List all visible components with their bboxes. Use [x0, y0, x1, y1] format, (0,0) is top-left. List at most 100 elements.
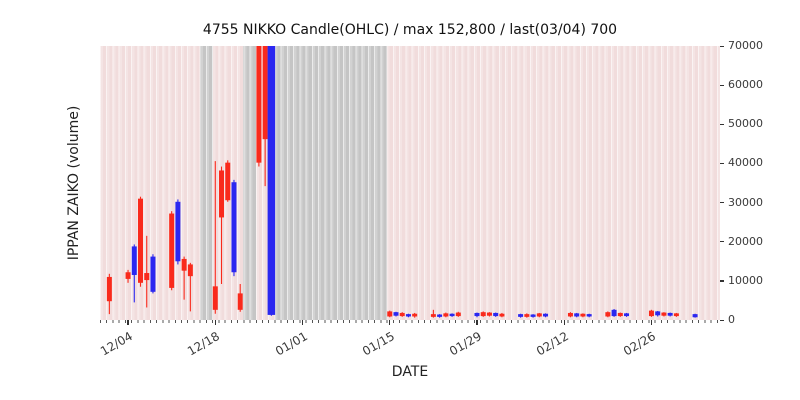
y-tick-mark: [720, 202, 724, 204]
candle-body: [499, 313, 505, 317]
y-tick-mark: [720, 123, 724, 125]
candle-body: [605, 312, 611, 317]
candle-body: [387, 311, 393, 317]
candle: [543, 313, 549, 318]
candle-body: [267, 46, 276, 315]
candle-body: [474, 312, 480, 317]
candle-body: [405, 314, 411, 317]
candle: [405, 313, 411, 318]
y-axis-label: IPPAN ZAIKO (volume): [66, 105, 82, 261]
candle-body: [580, 313, 586, 317]
candle: [150, 254, 156, 294]
y-tick-mark: [720, 319, 724, 321]
x-tick-mark: [127, 320, 129, 325]
candle-body: [667, 312, 673, 316]
candle-body: [144, 273, 150, 281]
candle-body: [181, 258, 187, 271]
plot-area: [100, 46, 720, 320]
candle-body: [574, 313, 580, 317]
candle: [567, 312, 573, 318]
candle-body: [399, 312, 405, 317]
candle: [524, 313, 530, 318]
candle: [187, 262, 193, 312]
candle-body: [175, 201, 181, 262]
candle: [574, 312, 580, 318]
candle-body: [106, 276, 112, 302]
candle: [474, 312, 480, 318]
candle-body: [430, 314, 436, 317]
candle: [212, 161, 218, 314]
candle-body: [655, 311, 661, 316]
candle: [586, 313, 592, 318]
candle: [430, 309, 436, 318]
candle-body: [692, 314, 698, 318]
minor-tick-strip: [100, 320, 720, 323]
x-tick-mark: [563, 320, 565, 325]
candle-body: [455, 312, 461, 317]
candle: [617, 312, 623, 317]
candle: [449, 313, 455, 317]
candle-body: [673, 313, 679, 317]
candle: [412, 312, 418, 318]
y-tick-label: 60000: [728, 78, 763, 92]
candle-body: [617, 312, 623, 317]
x-tick-mark: [650, 320, 653, 325]
candle-body: [661, 312, 667, 316]
candle: [262, 46, 268, 187]
candle: [673, 312, 679, 317]
candle: [499, 312, 505, 318]
candle: [518, 313, 524, 318]
y-tick-label: 30000: [728, 195, 763, 209]
candle: [144, 235, 150, 308]
candlestick-canvas: [106, 46, 698, 318]
y-tick-mark: [720, 241, 724, 243]
candle: [256, 46, 262, 167]
candle-body: [169, 213, 175, 288]
candle: [225, 160, 231, 202]
y-tick-mark: [720, 84, 724, 86]
y-tick-mark: [720, 45, 724, 47]
candle-body: [567, 312, 573, 317]
x-tick-mark: [301, 320, 304, 325]
candle-body: [524, 314, 530, 317]
candle: [138, 196, 143, 287]
candle: [169, 211, 175, 291]
y-tick-mark: [720, 162, 724, 165]
candle-body: [187, 264, 193, 277]
candle: [437, 314, 443, 318]
x-tick-mark: [389, 320, 391, 325]
x-tick-mark: [214, 320, 216, 325]
candle-body: [125, 272, 131, 279]
candle: [655, 311, 661, 317]
candle-body: [219, 170, 225, 218]
candle-body: [412, 313, 418, 317]
candle: [667, 312, 673, 317]
candle: [536, 312, 542, 318]
y-tick-label: 70000: [728, 39, 763, 52]
y-tick-label: 40000: [728, 156, 763, 170]
candle: [267, 46, 276, 316]
y-tick-label: 50000: [728, 117, 763, 131]
candle-body: [493, 312, 499, 317]
candle: [219, 166, 225, 284]
candle-body: [256, 46, 262, 163]
x-axis: 12/04 12/18 01/01 01/15 01/29 02/12 02/26: [98, 320, 720, 390]
candle: [399, 312, 405, 317]
candle: [106, 273, 112, 315]
candle-body: [262, 46, 268, 140]
candle: [125, 269, 131, 283]
candle-body: [486, 312, 492, 316]
candle-body: [530, 314, 536, 317]
candle-body: [648, 310, 654, 317]
y-axis: 0 10000 20000 30000 40000 50000 60000 70000: [720, 39, 800, 326]
candle-body: [437, 314, 443, 317]
candle-body: [231, 182, 237, 273]
candle: [455, 311, 461, 317]
candle-body: [586, 314, 592, 317]
candle-body: [150, 256, 156, 292]
candle: [692, 313, 698, 318]
x-tick-mark: [476, 320, 478, 325]
x-axis-label: DATE: [391, 364, 429, 380]
candle: [486, 312, 492, 317]
